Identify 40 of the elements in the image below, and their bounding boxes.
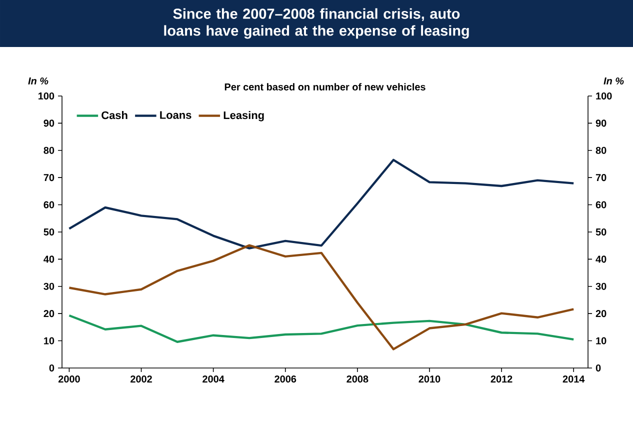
y-tick-label: 60: [44, 201, 54, 208]
y2-tick-label: 50: [596, 228, 606, 236]
legend-label: Cash: [102, 111, 128, 120]
y-tick-label: 10: [44, 337, 54, 344]
x-tick-label: 2008: [346, 376, 368, 383]
y-tick-label: 0: [49, 364, 54, 372]
y-tick-label: 20: [44, 310, 54, 318]
y-tick-label: 30: [44, 282, 54, 290]
x-tick-label: 2004: [202, 376, 224, 383]
y-tick-label: 90: [44, 120, 54, 127]
line-series: [68, 244, 575, 350]
x-tick-label: 2010: [418, 376, 440, 383]
x-tick-label: 2006: [274, 376, 296, 383]
line-series: [68, 158, 575, 250]
y-tick-label: 40: [44, 256, 54, 263]
legend-label: Leasing: [224, 111, 264, 122]
y2-tick-label: 20: [596, 310, 606, 318]
x-tick-label: 2012: [490, 376, 512, 383]
y2-tick-label: 0: [596, 364, 601, 372]
x-tick-label: 2000: [58, 376, 80, 383]
chart-subtitle: Per cent based on number of new vehicles: [224, 83, 426, 90]
y-axis-title: In %: [28, 77, 48, 84]
y2-tick-label: 30: [596, 282, 606, 290]
chart-title: Since the 2007–2008 financial crisis, auto loans have gained at the expense of leasing: [164, 8, 469, 39]
y-tick-label: 50: [44, 228, 54, 236]
y2-tick-label: 80: [596, 146, 606, 154]
y2-axis-title: In %: [604, 77, 624, 84]
y2-tick-label: 70: [596, 174, 606, 182]
line-series: [68, 314, 575, 343]
y2-tick-label: 60: [596, 201, 606, 208]
x-tick-label: 2014: [562, 376, 585, 383]
x-tick-label: 2002: [130, 376, 152, 383]
y2-tick-label: 40: [596, 256, 606, 263]
y-tick-label: 100: [38, 92, 54, 100]
legend-label: Loans: [160, 111, 192, 119]
y2-tick-label: 100: [596, 92, 612, 100]
y-tick-label: 80: [44, 146, 54, 154]
y2-tick-label: 10: [596, 337, 606, 344]
y-tick-label: 70: [44, 174, 54, 182]
y2-tick-label: 90: [596, 120, 606, 127]
